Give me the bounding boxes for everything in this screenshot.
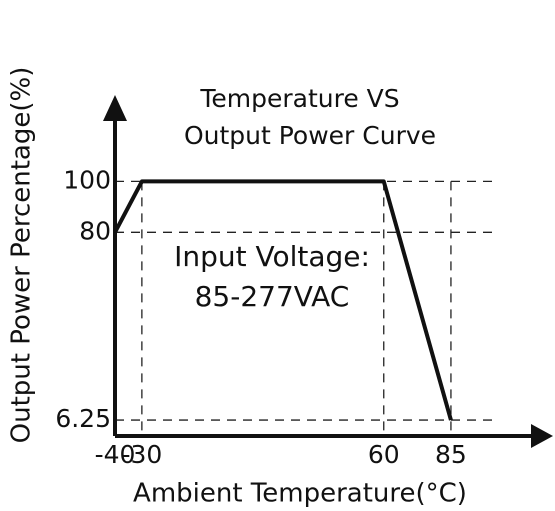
y-axis-arrow — [103, 95, 127, 121]
x-tick-label: -40 — [95, 440, 136, 469]
y-axis-label: Output Power Percentage(%) — [7, 67, 37, 444]
x-axis-label: Ambient Temperature(°C) — [133, 479, 467, 509]
y-tick-label: 80 — [79, 216, 111, 245]
curve — [113, 179, 453, 421]
annotation: 85-277VAC — [195, 280, 350, 313]
annotation: Input Voltage: — [174, 240, 370, 273]
y-tick-label: 100 — [63, 165, 111, 194]
x-tick-label: 60 — [368, 440, 400, 469]
chart-title: Temperature VS — [199, 84, 399, 113]
x-axis-arrow — [531, 424, 553, 448]
y-tick-label: 6.25 — [55, 404, 111, 433]
chart-title: Output Power Curve — [184, 121, 436, 150]
x-tick-label: 85 — [435, 440, 467, 469]
x-tick-label: -30 — [121, 440, 162, 469]
